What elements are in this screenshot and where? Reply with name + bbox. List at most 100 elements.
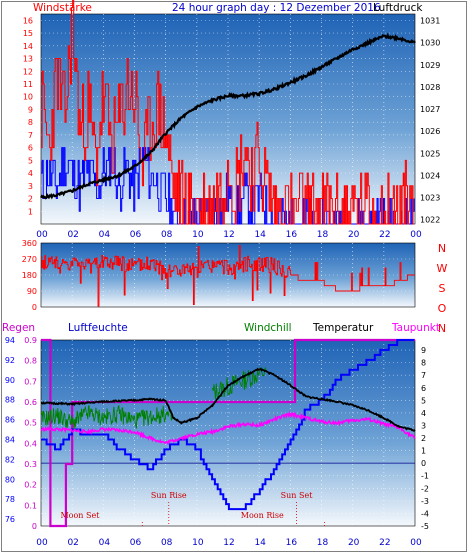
- hour-tick: 08: [161, 230, 173, 240]
- wind-tick: 7: [28, 131, 33, 140]
- sun-rise-label: Sun Rise: [151, 491, 187, 500]
- dewpoint-line: [40, 410, 416, 446]
- pressure-axis-label: Luftdruck: [373, 2, 423, 14]
- wind-tick: 3: [28, 182, 33, 191]
- rain-tick: 0: [32, 522, 37, 531]
- wind-axis-label: Windstärke: [33, 2, 92, 14]
- chart-title: 24 hour graph day : 12 Dezember 2016: [172, 2, 381, 14]
- pressure-series: [40, 32, 416, 200]
- temperature-tick: 6: [421, 384, 426, 393]
- pressure-y-ticks: 1031 1030 1029 1028 1027 1026 1025 1024 1023 1022: [420, 17, 440, 225]
- hour-tick: 16: [286, 230, 298, 240]
- temperature-tick: -3: [421, 497, 429, 506]
- windchill-label: Windchill: [244, 322, 292, 334]
- wind-tick: 1: [28, 207, 33, 216]
- hour-tick: 00: [36, 230, 48, 240]
- temperature-tick: 1: [421, 447, 426, 456]
- wind-direction-series: [41, 245, 415, 307]
- rain-tick: 0.2: [24, 481, 37, 490]
- compass-letter: N: [438, 242, 446, 255]
- humidity-tick: 76: [5, 515, 15, 524]
- rain-tick: 0.1: [24, 501, 37, 510]
- temperature-tick: 9: [421, 346, 426, 355]
- pressure-tick: 1028: [420, 83, 440, 92]
- rain-tick: 0.8: [24, 357, 37, 366]
- rain-axis-label: Regen: [2, 322, 35, 334]
- temp-humidity-series: [40, 338, 416, 528]
- hour-tick: 00: [410, 230, 422, 240]
- wind-tick: 9: [28, 105, 33, 114]
- astro-markers: Sun Rise Sun Set Moon Set Moon Rise: [60, 491, 326, 526]
- wind-tick: 2: [28, 195, 33, 204]
- wind-tick: 16: [23, 16, 33, 25]
- hour-tick: 02: [67, 538, 78, 548]
- temperature-tick: 0: [421, 459, 426, 468]
- compass-letter: S: [439, 282, 446, 295]
- hour-tick: 18: [317, 230, 329, 240]
- wind-speed-line: [41, 0, 415, 225]
- temperature-tick: 7: [421, 371, 426, 380]
- hour-tick: 16: [286, 538, 298, 548]
- rain-tick: 0.6: [24, 398, 37, 407]
- pressure-tick: 1031: [420, 17, 440, 26]
- pressure-tick: 1025: [420, 149, 440, 158]
- direction-tick: 90: [27, 287, 37, 296]
- humidity-tick: 86: [5, 416, 15, 425]
- humidity-y-ticks: 94 92 90 88 86 84 82 80 78 76: [5, 336, 15, 524]
- humidity-tick: 78: [5, 495, 15, 504]
- compass-letter: N: [438, 322, 446, 335]
- humidity-tick: 90: [5, 376, 15, 385]
- windchill-line: [40, 367, 267, 430]
- pressure-tick: 1023: [420, 193, 440, 202]
- hour-tick: 06: [130, 230, 142, 240]
- temperature-y-ticks: 9 8 7 6 5 4 3 2 1 0 -1 -2 -3 -4 -5: [421, 346, 429, 531]
- hour-tick: 12: [223, 538, 234, 548]
- top-x-ticks: 00 02 04 06 08 10 12 14 16 18 20 22 00: [36, 230, 422, 240]
- direction-tick: 270: [22, 255, 37, 264]
- hour-tick: 22: [379, 538, 390, 548]
- temperature-tick: 5: [421, 396, 426, 405]
- temperature-tick: 3: [421, 421, 426, 430]
- hour-tick: 02: [67, 230, 78, 240]
- wind-series: [41, 0, 415, 225]
- wind-tick: 11: [23, 80, 33, 89]
- bottom-x-ticks: 00 02 04 06 08 10 12 14 16 18 20 22 00: [36, 538, 422, 548]
- hour-tick: 20: [348, 538, 360, 548]
- rain-tick: 0.9: [24, 336, 37, 345]
- humidity-tick: 82: [5, 455, 15, 464]
- hour-tick: 20: [348, 230, 360, 240]
- wind-y-ticks: 16 15 14 13 12 11 10 9 8 7 6 5 4 3 2 1: [23, 16, 33, 216]
- hour-tick: 10: [192, 230, 204, 240]
- temperature-tick: -4: [421, 509, 429, 518]
- humidity-axis-label: Luftfeuchte: [68, 322, 128, 334]
- humidity-tick: 88: [5, 396, 15, 405]
- hour-tick: 04: [99, 538, 111, 548]
- temperature-tick: 2: [421, 434, 426, 443]
- humidity-tick: 94: [5, 336, 15, 345]
- direction-tick: 360: [22, 239, 37, 248]
- rain-tick: 0.7: [24, 377, 37, 386]
- hour-tick: 12: [223, 230, 234, 240]
- direction-tick: 180: [22, 271, 37, 280]
- rain-tick: 0.4: [24, 439, 37, 448]
- humidity-tick: 80: [5, 475, 15, 484]
- temperature-tick: -2: [421, 484, 429, 493]
- wind-tick: 5: [28, 156, 33, 165]
- humidity-tick: 84: [5, 435, 15, 444]
- pressure-tick: 1026: [420, 127, 440, 136]
- direction-tick: 0: [32, 303, 37, 312]
- dewpoint-label: Taupunkt: [391, 322, 440, 334]
- hour-tick: 06: [130, 538, 142, 548]
- hour-tick: 14: [254, 538, 266, 548]
- humidity-tick: 92: [5, 356, 15, 365]
- pressure-tick: 1022: [420, 216, 440, 225]
- wind-tick: 15: [23, 29, 33, 38]
- wind-tick: 13: [23, 55, 33, 64]
- pressure-line: [40, 32, 416, 200]
- hour-tick: 14: [254, 230, 266, 240]
- temperature-tick: 4: [421, 409, 426, 418]
- pressure-tick: 1027: [420, 105, 440, 114]
- rain-tick: 0.3: [24, 460, 37, 469]
